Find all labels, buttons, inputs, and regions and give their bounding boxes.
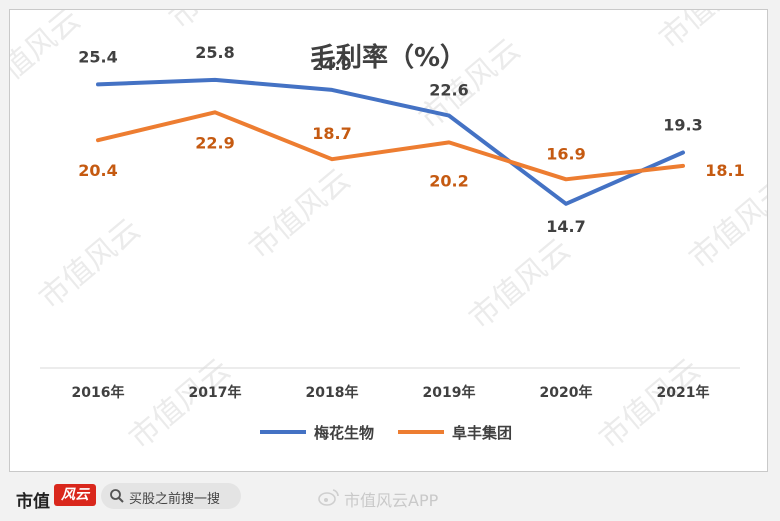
brand-logo: 风云 (54, 484, 96, 506)
watermark-text: 市值风云 (10, 10, 87, 106)
watermark-text: 市值风云 (243, 162, 357, 266)
series-line-1 (96, 77, 685, 206)
data-label: 19.3 (663, 115, 702, 134)
series-line-2 (96, 110, 685, 182)
watermark-text: 市值风云 (33, 212, 147, 316)
x-tick-label: 2020年 (540, 384, 593, 401)
data-label: 22.9 (195, 133, 234, 152)
x-axis-ticks: 2016年 2017年 2018年 2019年 2020年 2021年 (72, 384, 710, 401)
data-label: 22.6 (429, 81, 468, 100)
chart-frame: 市值风云市值风云市值风云市值风云市值风云市值风云市值风云市值风云市值风云市值风云… (9, 9, 768, 472)
data-label: 16.9 (546, 144, 585, 163)
footer-bar: 市值 风云 买股之前搜一搜 市值风云APP (0, 478, 780, 521)
legend-label: 梅花生物 (314, 424, 374, 442)
x-tick-label: 2017年 (189, 384, 242, 401)
x-tick-label: 2021年 (657, 384, 710, 401)
data-label: 14.7 (546, 217, 585, 236)
brand-name: 市值 (16, 492, 50, 512)
watermark-text: 市值风云 (683, 172, 767, 276)
weibo-account: 市值风云APP (344, 491, 439, 510)
data-label: 25.4 (78, 47, 117, 66)
search-icon (110, 489, 124, 503)
series-layer (96, 77, 685, 206)
data-label: 24.9 (312, 55, 351, 74)
watermark-text: 市值风云 (653, 10, 767, 56)
search-box[interactable]: 买股之前搜一搜 (101, 483, 241, 509)
weibo-icon (318, 489, 339, 506)
x-tick-label: 2019年 (423, 384, 476, 401)
chart-title: 毛利率（%） (310, 42, 466, 73)
watermark-text: 市值风云 (163, 10, 277, 36)
gross-margin-chart: 市值风云市值风云市值风云市值风云市值风云市值风云市值风云市值风云市值风云市值风云… (10, 10, 767, 456)
data-label: 25.8 (195, 43, 234, 62)
data-label: 20.2 (429, 171, 468, 190)
data-label-layer: 25.4 25.8 24.9 22.6 14.7 19.3 20.4 22.9 18.7 20.2… (78, 43, 744, 236)
search-placeholder: 买股之前搜一搜 (129, 492, 221, 507)
x-tick-label: 2018年 (306, 384, 359, 401)
legend: 梅花生物 阜丰集团 (260, 424, 512, 442)
data-label: 18.7 (312, 124, 351, 143)
x-tick-label: 2016年 (72, 384, 125, 401)
watermark-text: 市值风云 (463, 232, 577, 336)
legend-label: 阜丰集团 (452, 424, 512, 442)
data-label: 18.1 (705, 161, 744, 180)
data-label: 20.4 (78, 161, 117, 180)
